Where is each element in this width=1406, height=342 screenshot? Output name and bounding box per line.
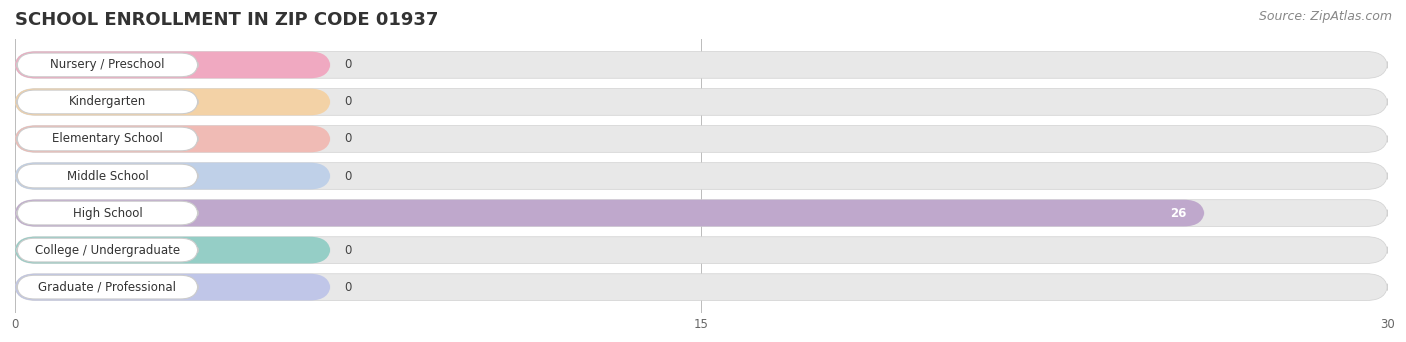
FancyBboxPatch shape [17,275,198,299]
FancyBboxPatch shape [15,200,1205,226]
Text: 26: 26 [1170,207,1187,220]
Text: Elementary School: Elementary School [52,132,163,145]
Text: High School: High School [73,207,142,220]
Text: 0: 0 [344,244,352,256]
FancyBboxPatch shape [17,53,198,77]
Text: 0: 0 [344,58,352,71]
Text: SCHOOL ENROLLMENT IN ZIP CODE 01937: SCHOOL ENROLLMENT IN ZIP CODE 01937 [15,11,439,29]
FancyBboxPatch shape [15,163,1388,189]
FancyBboxPatch shape [15,52,330,78]
Text: Graduate / Professional: Graduate / Professional [38,280,177,293]
FancyBboxPatch shape [17,127,198,151]
FancyBboxPatch shape [15,163,330,189]
Text: Middle School: Middle School [66,170,148,183]
Text: 0: 0 [344,170,352,183]
FancyBboxPatch shape [15,126,330,152]
Text: 0: 0 [344,95,352,108]
FancyBboxPatch shape [15,126,1388,152]
FancyBboxPatch shape [17,90,198,114]
FancyBboxPatch shape [15,89,330,115]
FancyBboxPatch shape [15,52,1388,78]
FancyBboxPatch shape [15,237,1388,263]
Text: College / Undergraduate: College / Undergraduate [35,244,180,256]
FancyBboxPatch shape [15,200,1388,226]
Text: Source: ZipAtlas.com: Source: ZipAtlas.com [1258,10,1392,23]
FancyBboxPatch shape [15,89,1388,115]
Text: 0: 0 [344,280,352,293]
Text: 0: 0 [344,132,352,145]
Text: Kindergarten: Kindergarten [69,95,146,108]
FancyBboxPatch shape [15,274,330,300]
FancyBboxPatch shape [15,274,1388,300]
FancyBboxPatch shape [17,164,198,188]
FancyBboxPatch shape [15,237,330,263]
FancyBboxPatch shape [17,201,198,225]
FancyBboxPatch shape [17,238,198,262]
Text: Nursery / Preschool: Nursery / Preschool [51,58,165,71]
